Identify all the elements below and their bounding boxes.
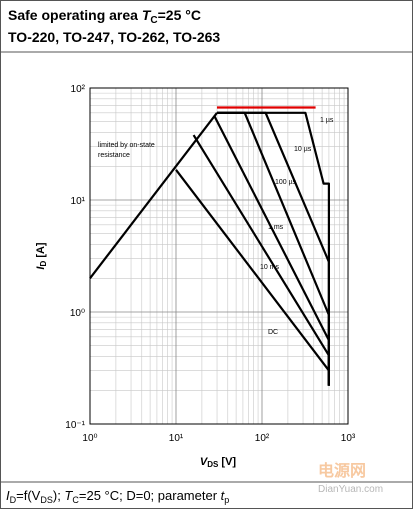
line — [175, 169, 330, 386]
y-label-rest: [A] — [35, 242, 47, 261]
footer-part: =f(V — [16, 488, 41, 503]
annotation: resistance — [98, 152, 130, 159]
footer: ID=f(VDS); TC=25 °C; D=0; parameter tp — [6, 488, 229, 505]
footer-part: DS — [40, 495, 53, 505]
y-tick-label: 10² — [71, 84, 86, 95]
x-tick-label: 10³ — [341, 433, 356, 444]
annotation: 10 ms — [260, 264, 280, 271]
annotation: DC — [268, 329, 278, 336]
footer-part: =25 °C; D=0; parameter — [79, 488, 221, 503]
footer-part: t — [221, 488, 226, 503]
y-axis-label: ID [A] — [35, 242, 48, 270]
y-tick-label: 10¹ — [71, 196, 86, 207]
packages: TO-220, TO-247, TO-262, TO-263 — [8, 29, 220, 45]
annotation: 1 µs — [320, 117, 334, 124]
title: Safe operating area TC=25 °C — [8, 7, 201, 26]
footer-part: T — [64, 488, 73, 503]
plot-frame — [89, 87, 349, 425]
y-tick-label: 10⁻¹ — [65, 420, 85, 431]
title-rest: =25 °C — [158, 7, 201, 23]
x-label-rest: [V] — [218, 456, 236, 468]
watermark-site: DianYuan.com — [318, 484, 383, 495]
y-label-var: I — [35, 266, 47, 270]
footer-part: C — [72, 495, 79, 505]
title-text: Safe operating area — [8, 7, 142, 23]
x-tick-label: 10⁰ — [82, 433, 97, 444]
annotation: limited by on-state — [98, 142, 155, 149]
line — [217, 111, 330, 386]
x-tick-label: 10² — [255, 433, 270, 444]
watermark-name: 电源网 — [318, 461, 366, 480]
annotation: 100 µs — [275, 179, 297, 186]
y-tick-label: 10⁰ — [70, 308, 85, 319]
footer-part: ); — [53, 488, 65, 503]
footer-part: I — [6, 488, 10, 503]
x-tick-label: 10¹ — [169, 433, 184, 444]
annotation: 10 µs — [294, 146, 312, 153]
title-sub: C — [150, 15, 157, 26]
footer-part: p — [224, 495, 229, 505]
x-axis-label: VDS [V] — [200, 456, 237, 469]
title-var: T — [142, 7, 152, 23]
annotation: 1 ms — [268, 224, 284, 231]
x-label-sub: DS — [207, 460, 219, 469]
x-label-var: V — [200, 456, 209, 468]
footer-part: D — [10, 495, 17, 505]
y-label-sub: D — [39, 261, 48, 267]
